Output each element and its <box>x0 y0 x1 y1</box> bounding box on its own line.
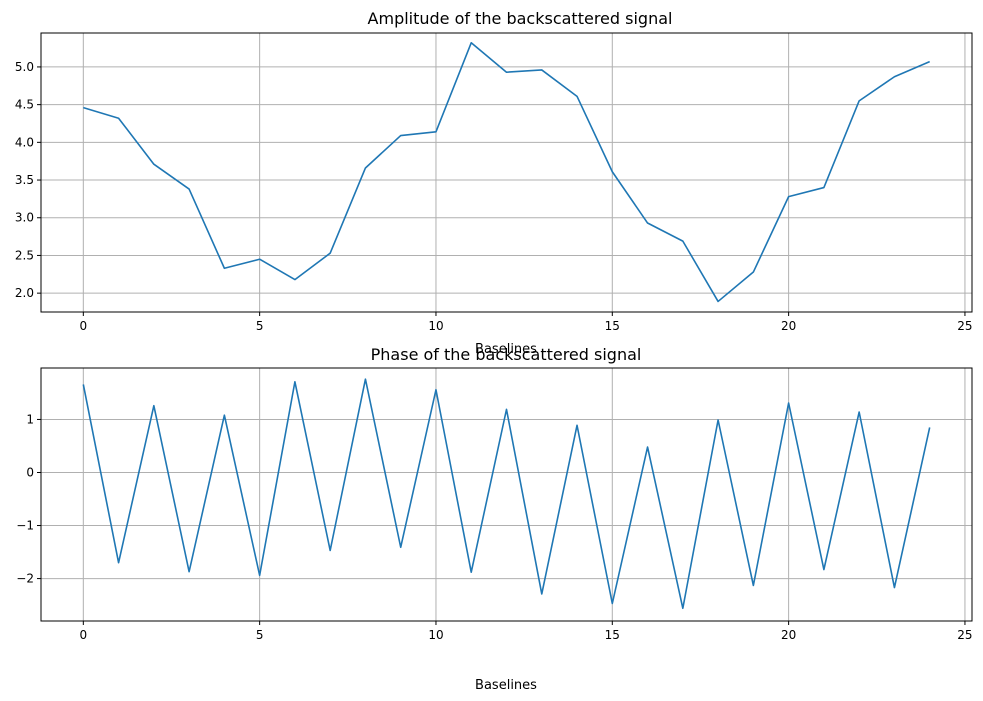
phase-x-tick-label: 25 <box>957 628 972 642</box>
amplitude-x-tick-label: 0 <box>79 319 87 333</box>
phase-series-line <box>82 378 931 610</box>
amplitude-x-tick-label: 10 <box>428 319 443 333</box>
phase-x-axis-label: Baselines <box>475 678 537 693</box>
phase-x-tick-label: 15 <box>605 628 620 642</box>
amplitude-x-axis-label: Baselines <box>475 342 537 357</box>
phase-subplot: Phase of the backscattered signal 0 5 10 15… <box>16 345 972 693</box>
amplitude-x-tick-label: 15 <box>605 319 620 333</box>
amplitude-subplot: Amplitude of the backscattered signal 0 5… <box>15 9 973 357</box>
amplitude-x-tick-label: 5 <box>256 319 264 333</box>
phase-x-tick-label: 5 <box>256 628 264 642</box>
phase-y-tick-label: 1 <box>26 412 34 426</box>
phase-y-tick-label: 0 <box>26 465 34 479</box>
amplitude-y-tick-label: 3.0 <box>15 211 34 225</box>
amplitude-plot-frame <box>40 32 973 313</box>
amplitude-y-tick-label: 2.5 <box>15 248 34 262</box>
phase-x-tick-label: 10 <box>428 628 443 642</box>
amplitude-x-tick-label: 20 <box>781 319 796 333</box>
phase-x-tick-label: 0 <box>79 628 87 642</box>
phase-y-tick-label: −1 <box>16 519 34 533</box>
amplitude-y-tick-label: 2.0 <box>15 286 34 300</box>
phase-x-tick-label: 20 <box>781 628 796 642</box>
amplitude-y-tick-label: 4.5 <box>15 98 34 112</box>
amplitude-y-tick-label: 5.0 <box>15 60 34 74</box>
amplitude-y-tick-label: 4.0 <box>15 135 34 149</box>
phase-chart-title: Phase of the backscattered signal <box>371 345 642 364</box>
amplitude-chart-title: Amplitude of the backscattered signal <box>368 9 673 28</box>
amplitude-x-tick-label: 25 <box>957 319 972 333</box>
amplitude-y-tick-label: 3.5 <box>15 173 34 187</box>
phase-y-tick-label: −2 <box>16 572 34 586</box>
phase-plot-frame <box>40 367 973 622</box>
amplitude-series-line <box>83 41 930 303</box>
